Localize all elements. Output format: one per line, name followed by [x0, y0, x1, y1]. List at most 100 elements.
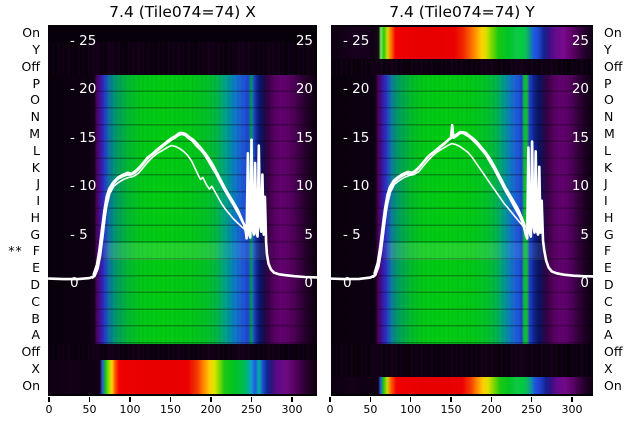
row-label-left-m-6: M	[0, 126, 40, 142]
y-tick-label-left: - 10	[343, 178, 370, 195]
curve-trace-a	[48, 132, 317, 281]
row-label-text: A	[31, 327, 40, 343]
row-label-text: M	[604, 126, 615, 142]
row-label-right-n-5: N	[604, 109, 613, 125]
row-label-right-e-14: E	[604, 260, 612, 276]
heatmap-band-on-y-top	[331, 27, 593, 59]
y-tick-label-right: 20	[571, 81, 589, 98]
row-label-right-a-18: A	[604, 327, 613, 343]
row-label-text: L	[604, 142, 611, 158]
row-label-left-e-14: E	[0, 260, 40, 276]
y-tick-label-left: 0	[343, 274, 352, 291]
x-axis-y: 0 50 100 150 200 250 300	[327, 397, 593, 419]
row-label-right-p-3: P	[604, 76, 612, 92]
x-tick-mark	[169, 397, 172, 402]
row-label-text: On	[604, 377, 622, 393]
x-axis-x: 0 50 100 150 200 250 300	[46, 397, 317, 419]
row-label-text: X	[604, 360, 613, 376]
x-tick-mark	[530, 397, 533, 402]
power-curve-overlay	[48, 131, 317, 281]
row-label-text: I	[604, 193, 608, 209]
y-tick-label-left: - 15	[70, 129, 97, 146]
y-tick-label-left: - 5	[70, 226, 88, 243]
x-tick-mark	[571, 397, 573, 402]
row-label-right-b-17: B	[604, 311, 613, 327]
row-label-right-on-0: On	[604, 25, 622, 41]
row-label-text: P	[604, 75, 612, 91]
row-label-text: X	[31, 360, 40, 376]
y-tick-label-right: 15	[295, 129, 313, 146]
row-label-left-n-5: N	[0, 109, 40, 125]
x-tick-label: 200	[480, 403, 502, 416]
row-label-text: D	[604, 276, 614, 292]
row-label-text: C	[31, 293, 40, 309]
x-tick-mark	[48, 397, 50, 402]
row-label-right-h-11: H	[604, 210, 613, 226]
row-label-left-f-13: ** F	[0, 243, 40, 259]
row-label-text: O	[30, 92, 40, 108]
row-label-text: G	[30, 226, 40, 242]
plot-title-x: 7.4 (Tile074=74) X	[109, 3, 256, 21]
row-label-text: B	[604, 310, 613, 326]
row-label-text: Y	[604, 42, 612, 58]
x-tick-mark	[369, 397, 372, 402]
x-tick-label: 200	[200, 403, 222, 416]
row-label-right-off-2: Off	[604, 59, 622, 75]
y-tick-label-left: - 5	[343, 226, 361, 243]
x-tick-label: 0	[326, 403, 334, 416]
row-label-text: On	[22, 377, 40, 393]
row-label-text: M	[29, 126, 40, 142]
row-label-text: N	[30, 109, 40, 125]
row-label-text: E	[32, 260, 40, 276]
x-tick-label: 250	[521, 403, 543, 416]
row-label-text: E	[604, 260, 612, 276]
row-label-text: G	[604, 226, 614, 242]
row-label-left-o-4: O	[0, 92, 40, 108]
x-tick-mark	[409, 397, 412, 402]
y-tick-label-right: 5	[580, 226, 589, 243]
heatmap-band-x-on-bottom	[48, 360, 317, 394]
y-tick-label-right: 5	[304, 226, 313, 243]
x-tick-label: 50	[363, 403, 378, 416]
row-label-left-l-7: L	[0, 143, 40, 159]
row-label-left-g-12: G	[0, 227, 40, 243]
row-label-text: N	[604, 109, 614, 125]
row-label-right-y-1: Y	[604, 42, 612, 58]
row-label-text: K	[31, 159, 40, 175]
x-tick-mark	[88, 397, 91, 402]
row-label-text: J	[36, 176, 40, 192]
y-tick-label-right: 15	[571, 129, 589, 146]
row-label-left-h-11: H	[0, 210, 40, 226]
y-tick-label-left: 0	[70, 274, 79, 291]
row-label-text: J	[604, 176, 608, 192]
row-label-right-m-6: M	[604, 126, 615, 142]
x-tick-label: 300	[561, 403, 583, 416]
row-label-right-x-20: X	[604, 361, 613, 377]
y-tick-label-right: 0	[580, 274, 589, 291]
y-tick-label-right: 10	[295, 178, 313, 195]
row-label-text: B	[31, 310, 40, 326]
row-label-text: On	[22, 25, 40, 41]
curve-trace-c	[92, 131, 247, 276]
row-label-text: P	[32, 75, 40, 91]
row-label-text: On	[604, 25, 622, 41]
x-tick-mark	[250, 397, 253, 402]
row-label-right-off-19: Off	[604, 344, 622, 360]
y-tick-label-right: 10	[571, 178, 589, 195]
row-label-left-off-2: Off	[0, 59, 40, 75]
x-tick-mark	[129, 397, 131, 402]
row-label-right-f-13: F	[604, 243, 611, 259]
y-tick-label-right: 25	[571, 32, 589, 49]
flagged-row-highlight	[331, 243, 593, 260]
row-label-text: Off	[21, 344, 40, 360]
x-tick-mark	[210, 397, 212, 402]
plot-title-y: 7.4 (Tile074=74) Y	[389, 3, 535, 21]
row-label-text: O	[604, 92, 614, 108]
row-label-left-off-19: Off	[0, 344, 40, 360]
x-tick-mark	[291, 397, 293, 402]
row-label-left-k-8: K	[0, 160, 40, 176]
row-label-text: K	[604, 159, 613, 175]
heatmap-band-on-bottom	[331, 377, 593, 394]
row-label-right-g-12: G	[604, 227, 614, 243]
